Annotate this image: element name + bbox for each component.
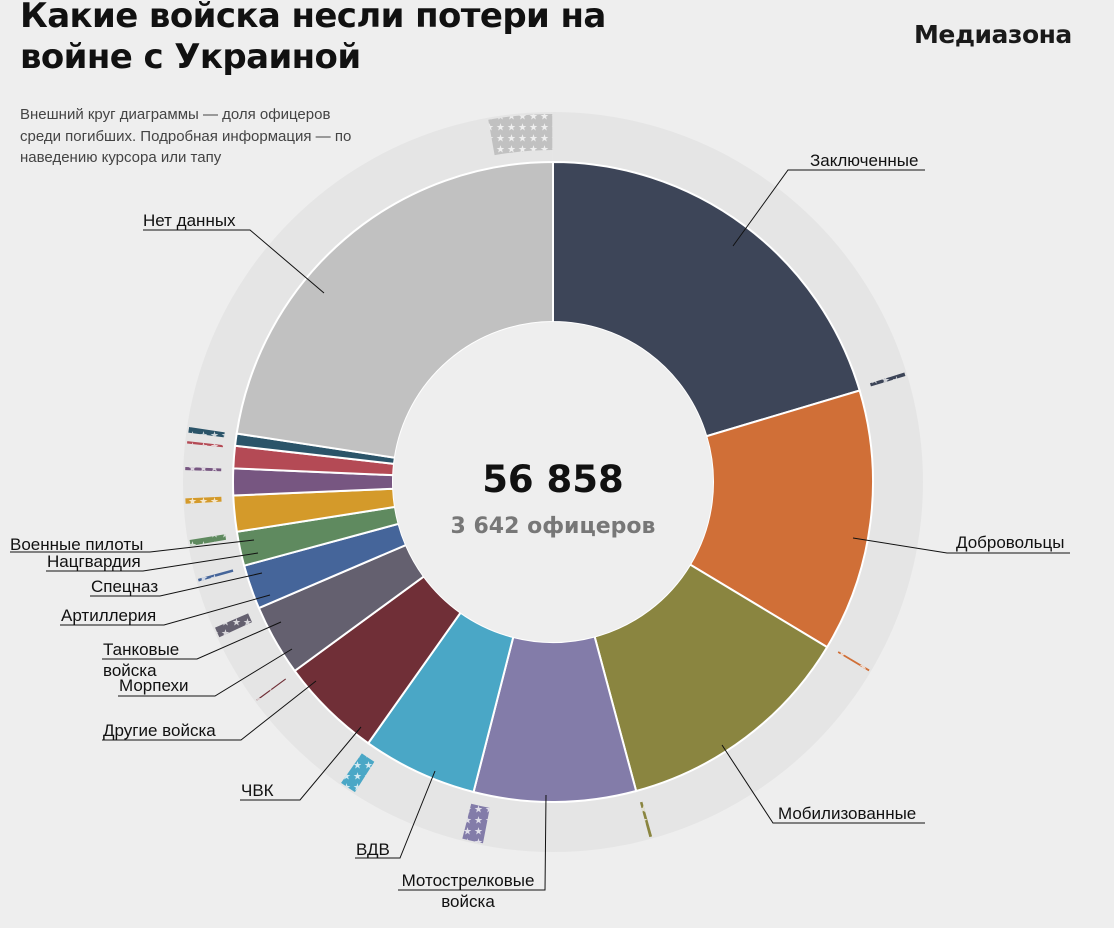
leader-lines-group [10,169,1070,891]
slice-label-1: Заключенные [810,151,918,170]
slice-label-5: ВДВ [356,840,390,859]
officer-arc-stars-10 [185,496,222,504]
officer-arc-stars-6 [256,678,287,701]
leader-line-13 [10,539,255,553]
chart-subtitle: Внешний круг диаграммы — доля офицеров с… [20,106,352,166]
leader-line-1 [732,169,925,247]
leader-line-9 [102,621,282,660]
officer-arc-stars-4 [462,803,490,844]
leader-line-3 [721,744,925,824]
leader-line-14 [143,229,325,294]
slice-label-8: Морпехи [119,676,189,695]
officer-arc-stars-12 [187,441,224,448]
officer-arc-stars-2 [837,651,870,672]
mediazona-logo[interactable]: Медиазона [914,20,1072,49]
officer-arc-stars-13 [188,426,225,438]
officer-arc-stars-5 [341,753,375,793]
leader-line-10 [60,594,271,626]
slice-label-2: Добровольцы [956,533,1064,552]
officer-arc-stars-11 [185,467,222,472]
slice-label-14: Нет данных [143,211,236,230]
officer-arcs-group [185,114,906,844]
slice-label-12: Нацгвардия [47,552,141,571]
slice-label-13: Военные пилоты [10,535,143,554]
slices-group [231,160,874,803]
leader-line-12 [46,552,259,572]
officer-arc-stars-9 [189,534,227,546]
total-officers-value: 3 642 офицеров [451,514,656,539]
officer-arc-stars-14 [488,114,553,156]
leader-line-11 [90,572,263,597]
slice-1 [552,160,861,438]
total-deaths-value: 56 858 [482,458,624,501]
slice-label-3: Мобилизованные [778,804,916,823]
slice-label-4: Мотострелковые войска [402,871,535,911]
leader-line-5 [355,770,436,859]
slice-label-6: ЧВК [241,781,274,800]
officer-arc-stars-8 [197,569,234,582]
slice-label-11: Спецназ [91,577,158,596]
slice-label-9: Танковые войска [103,640,179,680]
slice-label-10: Артиллерия [61,606,156,625]
leader-line-4 [398,794,547,891]
leader-line-2 [852,537,1070,554]
donut-hole [393,322,713,642]
slice-label-7: Другие войска [103,721,216,740]
officer-arc-stars-3 [639,801,653,838]
chart-title: Какие войска несли потери на войне с Укр… [20,0,606,77]
leader-line-8 [118,648,293,697]
leader-line-6 [240,726,362,801]
officer-arc-stars-1 [869,372,906,387]
leader-line-7 [102,680,317,741]
labels-group: Заключенные Добровольцы Мобилизованные Мото… [10,151,1064,911]
officer-arc-stars-7 [215,613,252,638]
